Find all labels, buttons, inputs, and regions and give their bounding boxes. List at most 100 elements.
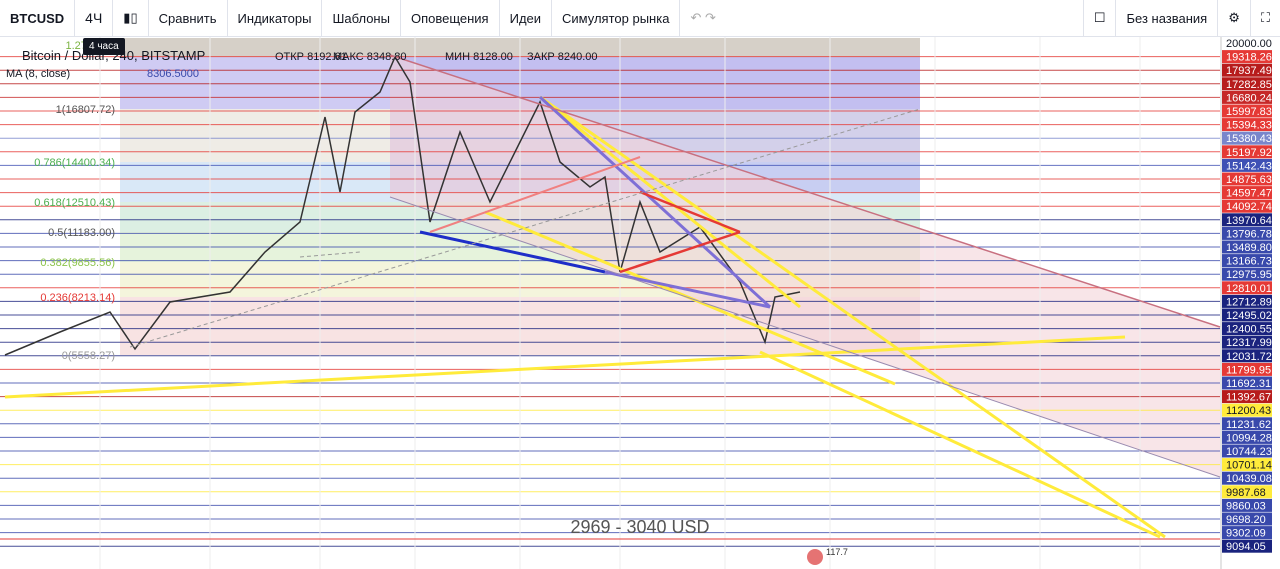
price-label: 11200.43	[1226, 405, 1271, 417]
checkbox[interactable]: ☐	[1093, 10, 1106, 25]
price-label: 15394.33	[1226, 120, 1272, 132]
price-label: 15197.92	[1226, 147, 1272, 159]
price-label: 9698.20	[1226, 514, 1266, 526]
ohlc: МИН 8128.00	[445, 51, 513, 63]
price-label: 14875.63	[1226, 174, 1272, 186]
drawing	[759, 350, 1161, 539]
fib-label: 0.236(8213.14)	[40, 292, 115, 304]
price-tag	[1222, 390, 1272, 404]
replay[interactable]: Симулятор рынка	[562, 10, 670, 26]
price-tag	[1222, 526, 1272, 540]
drawing	[129, 108, 921, 348]
sep	[74, 0, 76, 36]
event-badge	[807, 549, 823, 565]
price-label: 10439.08	[1226, 473, 1272, 485]
sep	[321, 0, 323, 36]
sep	[551, 0, 553, 36]
price-tag	[1222, 322, 1272, 336]
sep	[679, 0, 681, 36]
price-tag	[1222, 226, 1272, 240]
price-tag	[1222, 403, 1272, 417]
price-label: 9987.68	[1226, 487, 1266, 499]
price-label: 14597.47	[1226, 188, 1272, 200]
fib-label: 0.382(9855.56)	[40, 257, 115, 269]
price-tag	[1222, 349, 1272, 363]
price-label: 12400.55	[1226, 324, 1272, 336]
price-label: 13796.78	[1226, 228, 1272, 240]
drawing	[539, 95, 1166, 539]
layout-name[interactable]: Без названия	[1126, 10, 1208, 26]
sep	[1217, 0, 1219, 36]
drawing	[619, 230, 741, 274]
alerts[interactable]: Оповещения	[410, 10, 489, 26]
sep	[399, 0, 401, 36]
price-label: 11231.62	[1226, 419, 1271, 431]
compare[interactable]: Сравнить	[158, 10, 217, 26]
price-tag	[1222, 199, 1272, 213]
price-tag	[1222, 444, 1272, 458]
templates[interactable]: Шаблоны	[332, 10, 390, 26]
price-tag	[1222, 362, 1272, 376]
symbol[interactable]: BTCUSD	[10, 10, 65, 26]
price-tag	[1222, 77, 1272, 91]
price-tag	[1222, 512, 1272, 526]
price-tag	[1222, 90, 1272, 104]
price-tag	[1222, 240, 1272, 254]
ohlc: ЗАКР 8240.00	[527, 51, 598, 63]
candles-icon[interactable]: ▮▯	[123, 10, 138, 25]
price-label: 11692.31	[1226, 378, 1271, 390]
price	[4, 55, 801, 356]
price-tag	[1222, 186, 1272, 200]
drawing	[539, 95, 801, 309]
price-tag	[1222, 172, 1272, 186]
price-tag	[1222, 37, 1272, 50]
price-label: 12031.72	[1226, 351, 1272, 363]
indicators[interactable]: Индикаторы	[237, 10, 312, 26]
ideas[interactable]: Идеи	[509, 10, 542, 26]
undo-redo[interactable]: ↶ ↷	[690, 10, 716, 25]
drawing	[4, 335, 1126, 399]
price-label: 15142.43	[1226, 160, 1272, 172]
price-tag	[1222, 104, 1272, 118]
fullscreen[interactable]: ⛶	[1260, 10, 1270, 25]
price-tag	[1222, 213, 1272, 227]
price-tag	[1222, 294, 1272, 308]
interval[interactable]: 4Ч	[85, 10, 103, 26]
price-tag	[1222, 254, 1272, 268]
fib-label: 0(5558.27)	[62, 350, 115, 362]
tooltip: 4 часа	[83, 38, 125, 55]
drawing	[639, 190, 741, 234]
settings[interactable]: ⚙	[1228, 10, 1240, 25]
price-tag	[1222, 417, 1272, 431]
price-label: 15380.43	[1226, 133, 1272, 145]
price-tag	[1222, 118, 1272, 132]
price-tag	[1222, 131, 1272, 145]
indicator-value: 8306.5000	[147, 68, 199, 80]
price-label: 12975.95	[1226, 269, 1272, 281]
legend-symbol: Bitcoin / Dollar, 240, BITSTAMP	[22, 48, 205, 63]
sep	[1115, 0, 1117, 36]
drawing	[299, 251, 361, 258]
price-label: 17282.85	[1226, 79, 1272, 91]
price-tag	[1222, 539, 1272, 553]
toolbar: BTCUSD 4Ч ▮▯ Сравнить Индикаторы Шаблоны…	[0, 0, 1280, 37]
price-tag	[1222, 485, 1272, 499]
badge: 117.7	[826, 547, 848, 557]
price-label: 17937.49	[1226, 65, 1272, 77]
price-label: 9094.05	[1226, 541, 1266, 553]
ohlc: ОТКР 8192.61	[275, 51, 347, 63]
price-label: 15997.83	[1226, 106, 1272, 118]
drawing	[419, 230, 606, 274]
fib-label: 1(16807.72)	[56, 104, 115, 116]
sep	[498, 0, 500, 36]
price-label: 9860.03	[1226, 500, 1266, 512]
drawing	[429, 156, 641, 233]
price-label: 11799.95	[1226, 364, 1271, 376]
fib-label: 0.5(11183.00)	[48, 227, 115, 239]
drawing	[538, 95, 772, 309]
price-tag	[1222, 281, 1272, 295]
price-label: 13166.73	[1226, 256, 1272, 268]
